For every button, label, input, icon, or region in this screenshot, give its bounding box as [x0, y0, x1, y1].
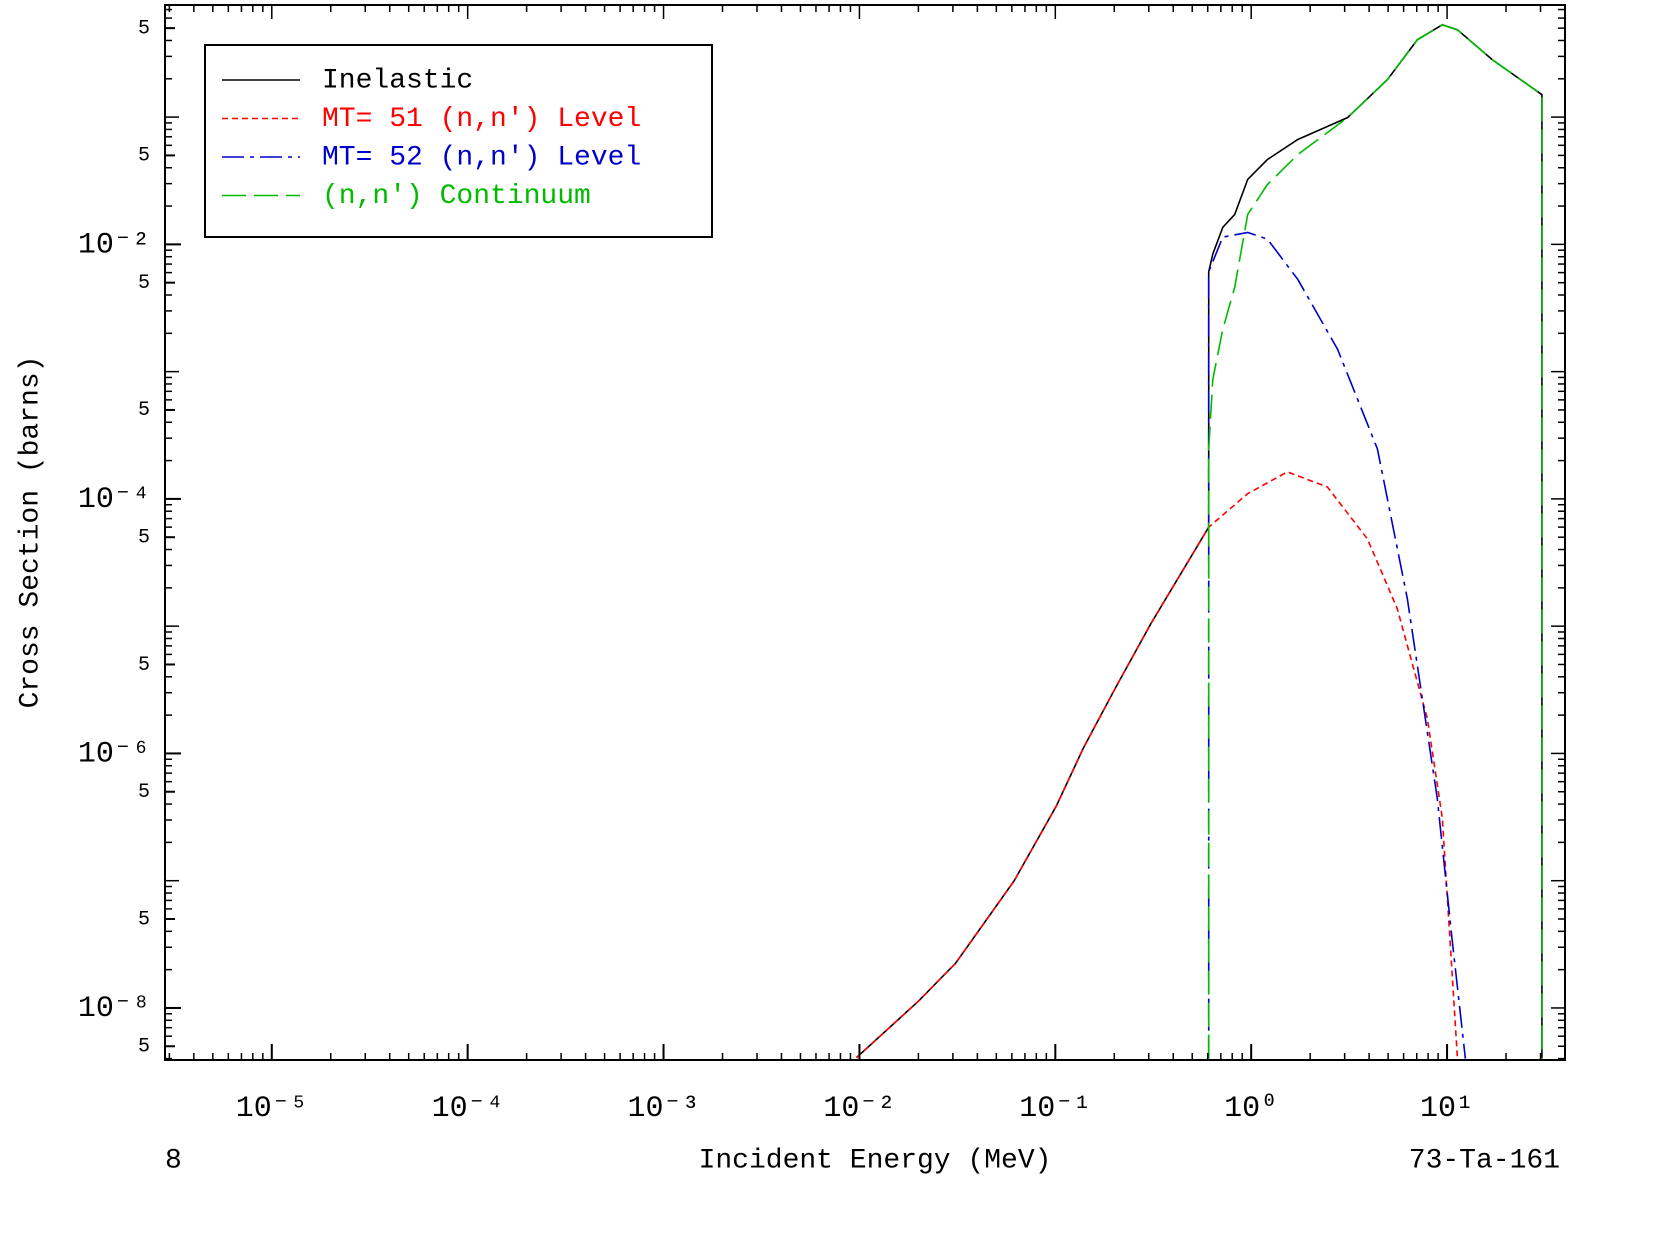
series-line: [1207, 23, 1543, 1059]
x-axis-label: Incident Energy (MeV): [699, 1145, 1052, 1176]
y-tick-label: 5: [138, 781, 150, 804]
x-tick-label: 10⁻⁴: [432, 1092, 504, 1126]
y-tick-label: 5: [138, 17, 150, 40]
legend-label: MT= 51 (n,n') Level: [322, 104, 641, 135]
x-tick-label: 10⁰: [1224, 1092, 1278, 1126]
y-tick-label: 5: [138, 908, 150, 931]
legend-label: (n,n') Continuum: [322, 181, 591, 212]
legend-label: MT= 52 (n,n') Level: [322, 142, 641, 173]
legend-box: [204, 44, 713, 238]
y-tick-label: 5: [138, 272, 150, 295]
y-tick-label: 5: [138, 145, 150, 168]
y-tick-label: 5: [138, 1036, 150, 1059]
right-note: 73-Ta-161: [1409, 1145, 1560, 1176]
series-line: [1207, 231, 1467, 1059]
legend-label: Inelastic: [322, 65, 473, 96]
y-tick-label: 5: [138, 654, 150, 677]
x-tick-label: 10¹: [1420, 1092, 1474, 1126]
left-note: 8: [165, 1145, 182, 1176]
x-tick-label: 10⁻¹: [1019, 1092, 1091, 1126]
series-line: [855, 471, 1459, 1059]
y-tick-label: 5: [138, 526, 150, 549]
x-tick-label: 10⁻³: [628, 1092, 700, 1126]
plot-lines: [855, 23, 1543, 1059]
y-tick-label: 10⁻⁸: [78, 992, 150, 1026]
y-tick-label: 5: [138, 399, 150, 422]
x-tick-label: 10⁻⁵: [236, 1092, 308, 1126]
y-tick-label: 10⁻²: [78, 228, 150, 262]
y-axis-label: Cross Section (barns): [15, 356, 46, 709]
y-tick-label: 10⁻⁶: [78, 737, 150, 771]
plot-frame: [164, 4, 1566, 1061]
y-tick-label: 10⁻⁴: [78, 483, 150, 517]
x-tick-label: 10⁻²: [823, 1092, 895, 1126]
